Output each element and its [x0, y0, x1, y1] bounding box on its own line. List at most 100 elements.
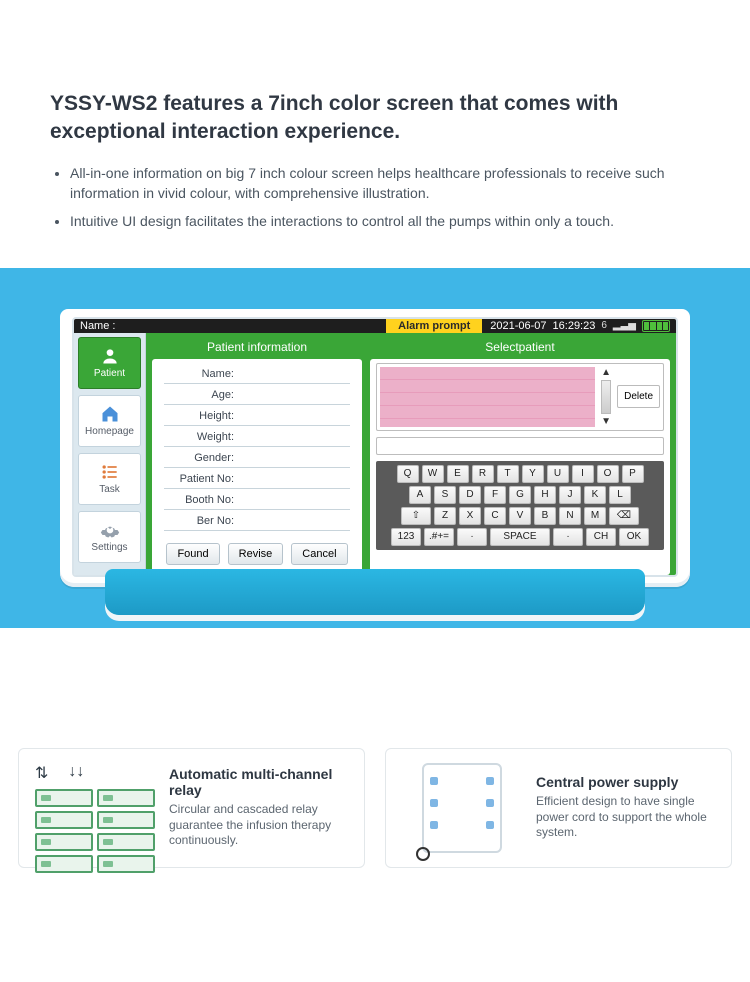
key-ok[interactable]: OK — [619, 528, 649, 546]
select-patient-title: Selectpatient — [370, 337, 670, 359]
home-icon — [100, 404, 120, 424]
sidebar-item-settings[interactable]: Settings — [78, 511, 141, 563]
feature-relay: ⇅↓↓ Automatic multi-channel relay Circul… — [18, 748, 365, 868]
key-f[interactable]: F — [484, 486, 506, 504]
features-section: ⇅↓↓ Automatic multi-channel relay Circul… — [0, 628, 750, 898]
patient-list-area[interactable] — [380, 367, 595, 427]
key-c[interactable]: C — [484, 507, 506, 525]
key-s[interactable]: S — [434, 486, 456, 504]
patient-info-row[interactable]: Age: — [164, 386, 350, 405]
device-band: Name : Alarm prompt 2021-06-07 16:29:23 … — [0, 268, 750, 628]
sidebar-item-label: Settings — [91, 542, 127, 553]
on-screen-keyboard: QWERTYUIOP ASDFGHJKL ⇧ZXCVBNM⌫ 123.#+=·S… — [376, 461, 664, 550]
patient-info-row[interactable]: Name: — [164, 365, 350, 384]
feature-title: Central power supply — [536, 774, 715, 790]
feature-desc: Efficient design to have single power co… — [536, 794, 715, 841]
key-g[interactable]: G — [509, 486, 531, 504]
key-d[interactable]: D — [459, 486, 481, 504]
key-m[interactable]: M — [584, 507, 606, 525]
feature-desc: Circular and cascaded relay guarantee th… — [169, 802, 348, 849]
intro-bullet: All-in-one information on big 7 inch col… — [70, 163, 700, 204]
plug-icon — [416, 847, 430, 861]
key-z[interactable]: Z — [434, 507, 456, 525]
sidebar: Patient Homepage Task Settings — [74, 333, 146, 577]
signal-icon: ▂▃▅ — [613, 320, 636, 331]
sidebar-item-label: Patient — [94, 368, 125, 379]
sidebar-item-label: Task — [99, 484, 120, 495]
scroll-up-icon[interactable]: ▲ — [599, 367, 613, 378]
sidebar-item-homepage[interactable]: Homepage — [78, 395, 141, 447]
field-label: Patient No: — [164, 473, 234, 485]
patient-info-title: Patient information — [152, 337, 362, 359]
status-bar: Name : Alarm prompt 2021-06-07 16:29:23 … — [74, 319, 676, 333]
key-b[interactable]: B — [534, 507, 556, 525]
status-time: 16:29:23 — [553, 320, 596, 332]
key-.#+=[interactable]: .#+= — [424, 528, 454, 546]
key-q[interactable]: Q — [397, 465, 419, 483]
cancel-button[interactable]: Cancel — [291, 543, 347, 565]
scroll-down-icon[interactable]: ▼ — [599, 416, 613, 427]
relay-illustration: ⇅ ↓↓ — [35, 763, 155, 853]
key-·[interactable]: · — [553, 528, 583, 546]
key-ch[interactable]: CH — [586, 528, 616, 546]
key-o[interactable]: O — [597, 465, 619, 483]
key-r[interactable]: R — [472, 465, 494, 483]
revise-button[interactable]: Revise — [228, 543, 284, 565]
key-⇧[interactable]: ⇧ — [401, 507, 431, 525]
key-a[interactable]: A — [409, 486, 431, 504]
keyboard-input[interactable] — [376, 437, 664, 455]
key-p[interactable]: P — [622, 465, 644, 483]
power-supply-illustration — [422, 763, 502, 853]
key-123[interactable]: 123 — [391, 528, 421, 546]
status-date: 2021-06-07 — [490, 320, 546, 332]
status-name-label: Name : — [80, 320, 115, 332]
feature-power: Central power supply Efficient design to… — [385, 748, 732, 868]
patient-info-row[interactable]: Height: — [164, 407, 350, 426]
patient-info-row[interactable]: Booth No: — [164, 491, 350, 510]
patient-select-list[interactable]: ▲ ▼ Delete — [376, 363, 664, 431]
battery-icon — [642, 320, 670, 332]
key-x[interactable]: X — [459, 507, 481, 525]
key-j[interactable]: J — [559, 486, 581, 504]
key-y[interactable]: Y — [522, 465, 544, 483]
device-base — [105, 569, 645, 615]
key-w[interactable]: W — [422, 465, 444, 483]
scrollbar[interactable]: ▲ ▼ — [599, 367, 613, 427]
signal-strength: 6 — [601, 320, 607, 331]
key-l[interactable]: L — [609, 486, 631, 504]
field-label: Ber No: — [164, 515, 234, 527]
down-arrows-icon: ↓↓ — [68, 763, 84, 783]
sidebar-item-task[interactable]: Task — [78, 453, 141, 505]
patient-info-row[interactable]: Weight: — [164, 428, 350, 447]
user-icon — [100, 346, 120, 366]
intro-bullet: Intuitive UI design facilitates the inte… — [70, 211, 700, 231]
found-button[interactable]: Found — [166, 543, 219, 565]
key-h[interactable]: H — [534, 486, 556, 504]
key-k[interactable]: K — [584, 486, 606, 504]
field-label: Age: — [164, 389, 234, 401]
key-e[interactable]: E — [447, 465, 469, 483]
delete-button[interactable]: Delete — [617, 385, 660, 408]
key-·[interactable]: · — [457, 528, 487, 546]
key-v[interactable]: V — [509, 507, 531, 525]
key-space[interactable]: SPACE — [490, 528, 550, 546]
main-panel: Patient information Name: Age: Height: Weig… — [146, 333, 676, 577]
key-u[interactable]: U — [547, 465, 569, 483]
patient-info-row[interactable]: Gender: — [164, 449, 350, 468]
key-⌫[interactable]: ⌫ — [609, 507, 639, 525]
key-t[interactable]: T — [497, 465, 519, 483]
cycle-icon: ⇅ — [35, 763, 48, 783]
field-label: Height: — [164, 410, 234, 422]
patient-info-row[interactable]: Patient No: — [164, 470, 350, 489]
key-n[interactable]: N — [559, 507, 581, 525]
device-screen: Name : Alarm prompt 2021-06-07 16:29:23 … — [72, 317, 678, 577]
list-icon — [100, 462, 120, 482]
sidebar-item-patient[interactable]: Patient — [78, 337, 141, 389]
field-label: Name: — [164, 368, 234, 380]
intro-section: YSSY-WS2 features a 7inch color screen t… — [0, 0, 750, 258]
patient-info-row[interactable]: Ber No: — [164, 512, 350, 531]
page-title: YSSY-WS2 features a 7inch color screen t… — [50, 90, 700, 147]
field-label: Weight: — [164, 431, 234, 443]
field-label: Booth No: — [164, 494, 234, 506]
key-i[interactable]: I — [572, 465, 594, 483]
